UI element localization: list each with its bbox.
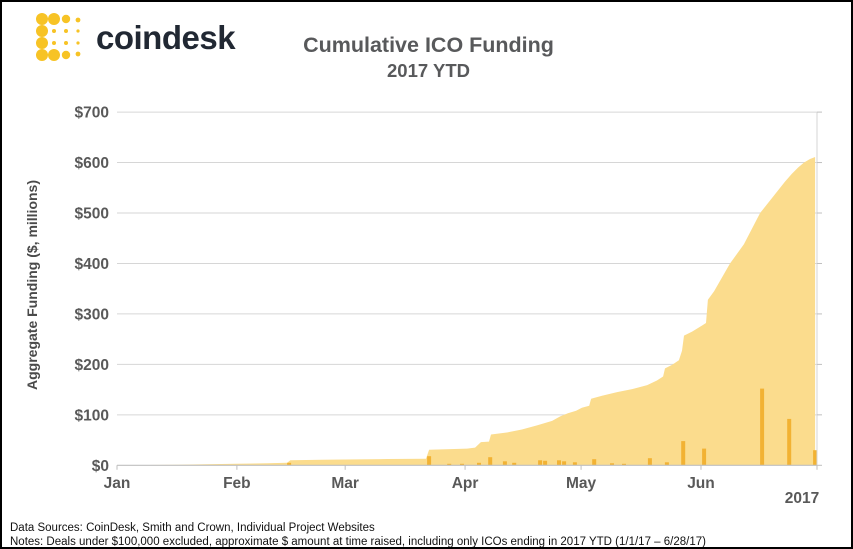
daily-ico-bar (477, 462, 481, 466)
logo-dot (36, 49, 48, 61)
y-tick-label: $100 (75, 407, 109, 424)
logo-dot (52, 41, 56, 45)
daily-ico-bar (760, 388, 765, 466)
daily-ico-bar (622, 463, 626, 466)
logo-dot (64, 29, 68, 33)
logo-dot (75, 17, 81, 23)
footer-data-sources: Data Sources: CoinDesk, Smith and Crown,… (10, 522, 375, 534)
x-tick-label: Jan (104, 475, 131, 492)
daily-ico-bar (543, 460, 548, 466)
y-tick-label: $300 (75, 306, 109, 323)
logo-dot (36, 37, 48, 49)
logo-dot (75, 51, 81, 57)
x-tick-label: Jun (687, 475, 715, 492)
y-tick-label: $400 (75, 256, 109, 273)
y-tick-label: $0 (92, 458, 109, 475)
daily-ico-bar (664, 462, 669, 466)
x-tick-label: Mar (331, 475, 359, 492)
cumulative-funding-area (117, 157, 816, 466)
daily-ico-bar (447, 463, 452, 466)
logo-dot (52, 29, 56, 33)
y-tick-label: $700 (75, 105, 109, 122)
y-axis-title: Aggregate Funding ($, millions) (24, 180, 40, 390)
daily-ico-bar (460, 463, 464, 466)
logo-dot (61, 14, 71, 24)
logo-dot (76, 29, 80, 33)
year-label: 2017 (785, 490, 819, 507)
x-tick-label: Apr (452, 475, 479, 492)
daily-ico-bar (287, 462, 292, 466)
footer-notes: Notes: Deals under $100,000 excluded, ap… (10, 536, 706, 548)
daily-ico-bar (610, 463, 614, 466)
y-tick-label: $600 (75, 155, 109, 172)
daily-ico-bar (512, 462, 517, 466)
logo-dot (36, 25, 48, 37)
logo-dot (48, 13, 60, 25)
daily-ico-bar (681, 441, 686, 466)
daily-ico-bar (787, 418, 792, 466)
logo-dot (61, 50, 71, 60)
daily-ico-bar (502, 461, 507, 466)
daily-ico-bar (572, 462, 577, 466)
daily-ico-bar (488, 457, 493, 466)
y-tick-label: $200 (75, 357, 109, 374)
logo-dot (36, 13, 48, 25)
coindesk-logo: coindesk (36, 13, 236, 61)
daily-ico-bar (592, 459, 597, 466)
logo-dot (76, 41, 80, 45)
coindesk-wordmark: coindesk (96, 18, 236, 56)
daily-ico-bar (538, 460, 543, 466)
y-tick-label: $500 (75, 206, 109, 223)
logo-dot (64, 41, 68, 45)
footer-notes-block: Data Sources: CoinDesk, Smith and Crown,… (10, 521, 706, 548)
daily-ico-bar (702, 448, 707, 466)
daily-ico-bar (557, 460, 561, 466)
logo-dot (48, 49, 60, 61)
daily-ico-bar (427, 456, 432, 466)
x-tick-label: May (566, 475, 597, 492)
daily-ico-bar (562, 461, 567, 466)
coindesk-logo-icon (36, 13, 81, 61)
x-tick-label: Feb (223, 475, 251, 492)
daily-ico-bar (647, 458, 652, 466)
daily-ico-bar (813, 450, 818, 466)
